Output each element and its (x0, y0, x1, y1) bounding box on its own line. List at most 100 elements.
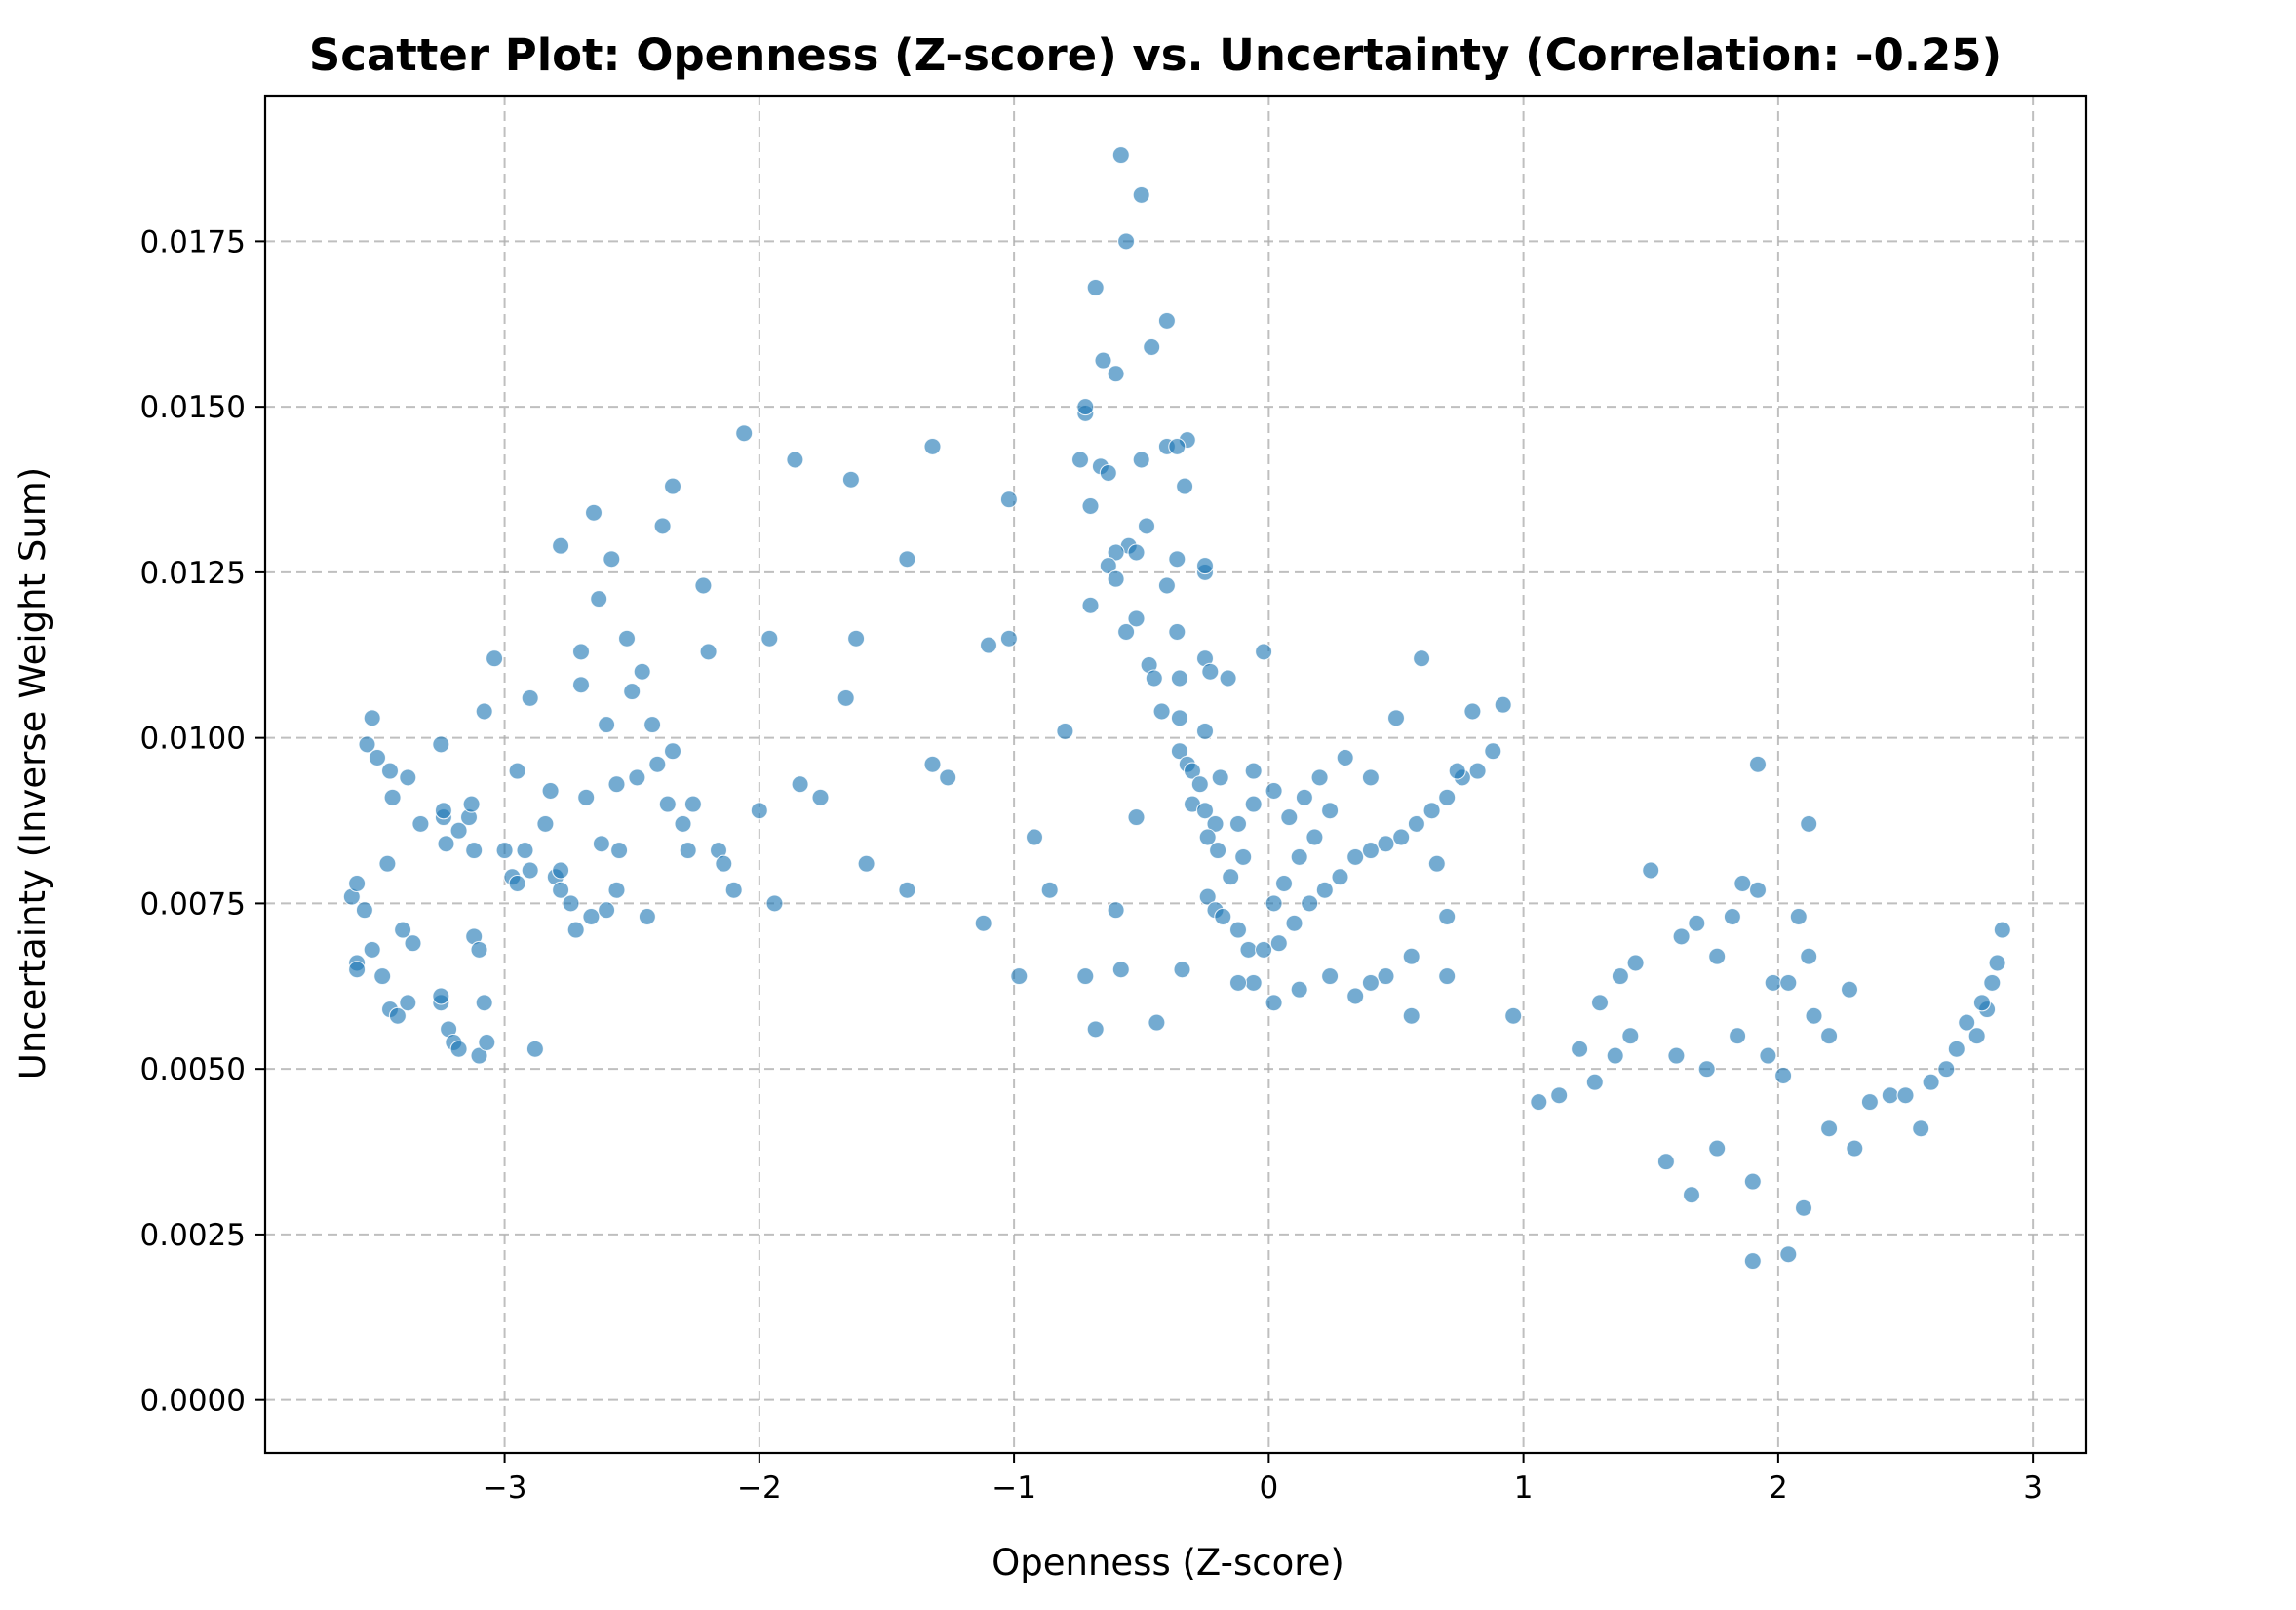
scatter-point (584, 503, 603, 522)
scatter-point (552, 861, 570, 880)
scatter-point (1361, 842, 1380, 860)
scatter-point (1438, 788, 1457, 806)
scatter-point (1392, 828, 1411, 846)
scatter-point (1764, 973, 1782, 992)
scatter-point (1201, 662, 1220, 681)
scatter-point (898, 881, 916, 899)
scatter-point (1170, 669, 1188, 687)
scatter-point (1195, 722, 1215, 740)
scatter-point (394, 921, 412, 939)
scatter-point (1800, 947, 1818, 965)
y-tick-label: 0.0050 (140, 1052, 246, 1087)
scatter-point (348, 874, 367, 893)
scatter-point (679, 842, 697, 860)
scatter-point (1585, 1073, 1604, 1091)
scatter-point (363, 709, 381, 727)
scatter-point (1040, 881, 1059, 899)
scatter-point (1107, 365, 1125, 383)
scatter-point (1484, 742, 1502, 761)
scatter-point (541, 781, 560, 801)
scatter-point (1422, 802, 1441, 820)
scatter-point (470, 940, 488, 959)
scatter-point (715, 854, 733, 873)
scatter-point (1081, 596, 1100, 614)
scatter-point (1504, 1006, 1523, 1025)
scatter-point (607, 881, 626, 899)
scatter-point (663, 742, 682, 761)
scatter-point (1265, 994, 1283, 1012)
scatter-point (1315, 881, 1334, 899)
scatter-point (566, 921, 585, 939)
scatter-point (628, 768, 646, 787)
scatter-point (1438, 967, 1457, 986)
scatter-point (760, 629, 779, 648)
scatter-point (1025, 828, 1044, 846)
scatter-point (1407, 814, 1425, 833)
scatter-point (841, 470, 860, 489)
y-axis-label: Uncertainty (Inverse Weight Sum) (12, 467, 54, 1080)
scatter-point (1805, 1006, 1823, 1025)
scatter-point (617, 629, 637, 648)
scatter-point (1168, 622, 1187, 642)
scatter-point (658, 795, 677, 813)
y-tick-label: 0.0000 (140, 1384, 246, 1419)
scatter-point (478, 1033, 496, 1052)
scatter-point (582, 907, 601, 926)
scatter-point (898, 550, 916, 569)
x-tick-label: 1 (1514, 1471, 1534, 1506)
scatter-point (683, 795, 702, 813)
scatter-point (562, 894, 580, 913)
scatter-point (1983, 973, 2002, 992)
scatter-point (699, 643, 718, 661)
scatter-point (1228, 814, 1248, 833)
scatter-point (1310, 768, 1329, 787)
scatter-point (1361, 973, 1380, 992)
scatter-point (999, 629, 1018, 648)
scatter-point (536, 814, 555, 833)
scatter-point (1708, 947, 1727, 965)
scatter-point (1228, 973, 1248, 992)
scatter-point (1621, 1027, 1640, 1045)
scatter-point (1427, 854, 1446, 873)
scatter-point (1846, 1139, 1864, 1158)
scatter-point (1244, 762, 1263, 780)
scatter-point (1117, 622, 1136, 642)
scatter-point (1779, 973, 1798, 992)
scatter-point (857, 854, 876, 873)
scatter-point (571, 676, 591, 694)
scatter-point (1789, 907, 1808, 926)
scatter-point (1386, 709, 1406, 727)
scatter-point (1255, 940, 1273, 959)
scatter-point (1127, 609, 1146, 628)
scatter-point (1176, 477, 1194, 495)
scatter-point (1214, 907, 1232, 926)
scatter-point (378, 854, 397, 873)
scatter-point (1688, 914, 1706, 932)
scatter-point (1222, 868, 1240, 886)
scatter-point (1972, 994, 1991, 1012)
scatter-point (1779, 1245, 1798, 1264)
scatter-point (1132, 185, 1150, 204)
scatter-point (590, 590, 608, 609)
scatter-point (1145, 669, 1163, 687)
scatter-point (1743, 1172, 1762, 1191)
scatter-point (1922, 1073, 1940, 1091)
scatter-point (465, 842, 484, 860)
scatter-point (1209, 842, 1227, 860)
scatter-point (1346, 847, 1365, 866)
scatter-point (383, 788, 402, 806)
scatter-point (1127, 808, 1146, 827)
scatter-point (939, 768, 957, 787)
scatter-point (1881, 1086, 1899, 1105)
scatter-point (1143, 337, 1161, 357)
scatter-point (363, 940, 381, 959)
x-tick-label: 2 (1769, 1471, 1788, 1506)
scatter-point (1611, 967, 1629, 986)
scatter-point (694, 576, 713, 595)
scatter-point (1211, 768, 1229, 787)
scatter-point (432, 987, 450, 1005)
scatter-point (735, 424, 754, 443)
scatter-point (638, 907, 656, 926)
scatter-point (355, 901, 373, 920)
